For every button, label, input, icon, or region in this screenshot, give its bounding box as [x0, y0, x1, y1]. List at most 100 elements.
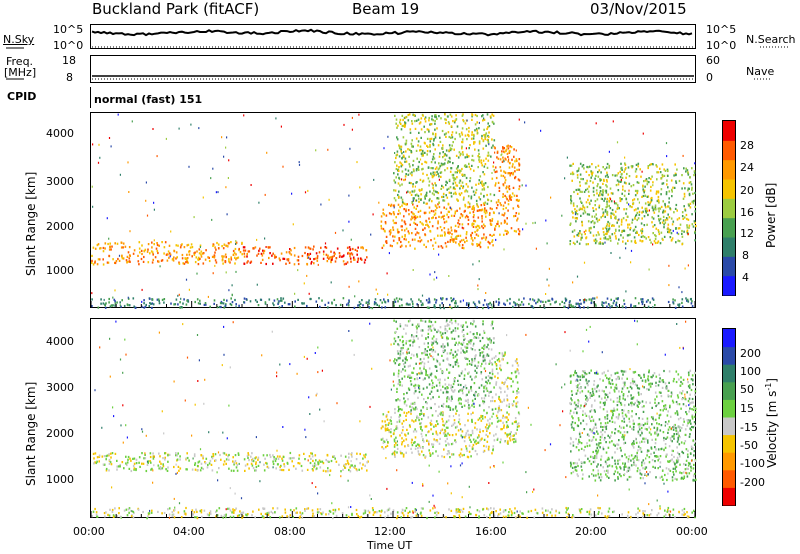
power-cell — [100, 298, 102, 301]
power-cell — [475, 191, 477, 194]
power-cell — [453, 238, 455, 241]
velocity-cell — [446, 400, 448, 403]
velocity-cell — [441, 428, 444, 431]
power-cell — [421, 149, 424, 152]
power-cell — [675, 241, 677, 244]
velocity-cell — [442, 391, 445, 394]
power-cell — [444, 232, 446, 235]
velocity-cell — [399, 354, 401, 357]
velocity-cell — [511, 438, 514, 441]
power-cell — [104, 304, 106, 307]
power-cell — [404, 116, 407, 119]
velocity-cell — [491, 396, 494, 399]
power-cell — [223, 306, 226, 309]
velocity-cell — [442, 423, 444, 426]
power-cell — [604, 209, 607, 212]
velocity-cell — [103, 463, 106, 466]
power-cell — [441, 195, 443, 199]
velocity-cell — [617, 443, 620, 446]
power-cell — [483, 165, 486, 168]
power-cell — [464, 203, 466, 206]
velocity-cell — [432, 342, 434, 345]
power-cell — [334, 252, 336, 255]
power-cell-sparse — [478, 121, 480, 124]
power-cell — [511, 165, 514, 168]
velocity-cell — [340, 470, 342, 473]
velocity-cell — [633, 462, 636, 465]
velocity-cell — [346, 459, 349, 462]
velocity-cell — [484, 416, 486, 419]
power-cell — [277, 301, 280, 304]
power-cell — [188, 250, 191, 253]
velocity-cell — [382, 447, 385, 450]
power-cell — [576, 176, 579, 179]
velocity-cell — [622, 373, 624, 376]
power-cell — [580, 302, 582, 305]
velocity-cell — [432, 443, 435, 446]
velocity-cell — [414, 408, 416, 411]
velocity-cell — [465, 432, 468, 435]
power-cell — [640, 298, 642, 301]
velocity-cell — [452, 423, 455, 426]
power-cell — [455, 230, 458, 233]
power-cell — [405, 142, 408, 145]
power-cell — [509, 145, 511, 148]
power-cell — [351, 253, 354, 256]
velocity-cell — [230, 469, 233, 472]
power-cell — [486, 127, 488, 130]
velocity-cell — [577, 375, 579, 378]
colorbar-swatch — [723, 256, 735, 277]
power-cell — [454, 181, 457, 184]
power-cell — [617, 219, 619, 222]
power-cell — [597, 164, 600, 167]
velocity-cell — [477, 361, 480, 364]
power-cell — [493, 193, 496, 197]
power-cell — [287, 303, 290, 306]
power-cell — [481, 184, 484, 187]
velocity-cell — [447, 432, 449, 435]
power-cell — [473, 214, 475, 217]
velocity-cell — [402, 359, 404, 362]
power-cell — [175, 257, 177, 260]
power-cell — [424, 227, 426, 230]
velocity-cell — [382, 413, 385, 416]
velocity-cell — [488, 347, 490, 351]
power-cell — [569, 300, 571, 303]
power-cell — [461, 173, 463, 176]
power-cell — [397, 182, 400, 185]
velocity-cell — [451, 434, 454, 437]
velocity-cell — [495, 382, 497, 385]
power-cell — [412, 185, 414, 188]
velocity-cell — [510, 377, 513, 380]
velocity-cell — [673, 377, 675, 381]
freq-tick-bottom: 8 — [66, 71, 73, 84]
velocity-cell — [466, 455, 469, 458]
power-cell — [605, 179, 608, 182]
power-cell — [478, 152, 480, 155]
velocity-cell — [489, 382, 491, 385]
power-cell — [608, 224, 610, 227]
velocity-cell — [670, 391, 673, 394]
power-cell — [628, 175, 631, 178]
power-cell — [617, 298, 619, 301]
power-cell — [517, 204, 519, 207]
power-cell — [595, 189, 598, 192]
power-cell — [187, 243, 190, 246]
power-cell — [644, 185, 646, 188]
power-cell — [427, 240, 429, 243]
power-cell — [156, 242, 158, 245]
power-cell — [453, 186, 455, 189]
power-cell-sparse — [202, 196, 204, 199]
velocity-cell — [479, 439, 481, 442]
power-cell — [482, 171, 484, 174]
velocity-cell — [442, 405, 444, 408]
power-cell — [640, 175, 642, 178]
power-cell — [127, 297, 130, 300]
velocity-cell — [425, 434, 427, 437]
velocity-cell — [418, 390, 421, 394]
velocity-cell — [469, 438, 471, 441]
power-cell — [582, 205, 584, 208]
power-cell — [670, 217, 673, 220]
power-cell — [599, 178, 601, 181]
power-cell — [575, 188, 578, 192]
